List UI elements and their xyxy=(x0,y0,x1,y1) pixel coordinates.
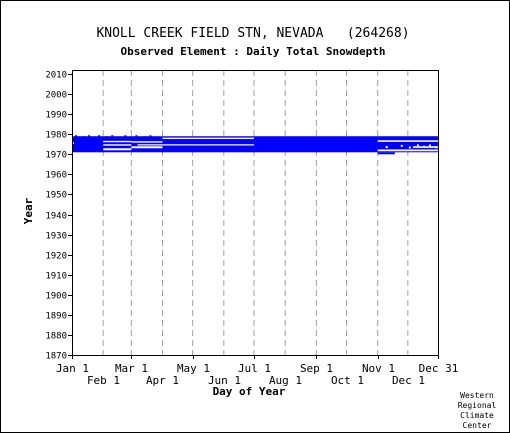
data-point xyxy=(88,135,91,138)
credit-line: Regional xyxy=(458,401,497,410)
x-tick-label: May 1 xyxy=(177,362,210,375)
missing-gap xyxy=(162,137,254,140)
x-tick-label: Dec 31 xyxy=(419,362,459,375)
data-point xyxy=(157,136,160,139)
data-point xyxy=(400,144,403,147)
x-tick-label: Feb 1 xyxy=(87,374,120,387)
x-tick-label: Apr 1 xyxy=(146,374,179,387)
data-point xyxy=(124,135,127,138)
missing-gap xyxy=(377,149,438,152)
data-point xyxy=(117,136,120,139)
data-point xyxy=(75,135,78,138)
x-axis-label: Day of Year xyxy=(213,385,286,398)
x-tick-label: Sep 1 xyxy=(300,362,333,375)
data-point xyxy=(149,135,152,138)
plot-border xyxy=(72,70,439,356)
credit-line: Climate xyxy=(460,411,494,420)
chart-subtitle: Observed Element : Daily Total Snowdepth xyxy=(121,45,386,58)
missing-gap xyxy=(103,140,132,143)
data-point xyxy=(135,135,138,138)
data-point xyxy=(408,146,411,149)
missing-gap xyxy=(131,141,163,143)
y-tick-label: 1990 xyxy=(45,111,67,121)
data-point xyxy=(83,136,86,139)
y-tick-label: 1980 xyxy=(45,131,67,141)
y-tick-label: 1880 xyxy=(45,332,67,342)
data-point xyxy=(93,136,96,139)
y-tick-label: 1910 xyxy=(45,272,67,282)
credit-line: Western xyxy=(460,391,494,400)
y-tick-label: 2000 xyxy=(45,91,67,101)
missing-gap xyxy=(412,146,438,148)
x-tick-label: Nov 1 xyxy=(362,362,395,375)
data-point xyxy=(422,145,425,148)
plot-area: 1870 1880 1890 1900 1910 1920 1930 1940 1950 1960… xyxy=(45,70,458,387)
missing-gap xyxy=(103,148,132,151)
missing-gap xyxy=(72,142,75,144)
missing-gap xyxy=(377,140,438,142)
data-point xyxy=(98,135,101,138)
y-tick-label: 1960 xyxy=(45,171,67,181)
y-tick-label: 1920 xyxy=(45,252,67,262)
data-point xyxy=(385,146,388,149)
y-tick-label: 1940 xyxy=(45,212,67,222)
y-axis-label: Year xyxy=(22,197,35,224)
missing-gap xyxy=(103,144,132,146)
y-tick-label: 2010 xyxy=(45,71,67,81)
data-point xyxy=(129,136,132,139)
y-tick-label: 1890 xyxy=(45,312,67,322)
x-tick-label: Jan 1 xyxy=(56,362,89,375)
data-point xyxy=(106,136,109,139)
y-tick-label: 1870 xyxy=(45,352,67,362)
data-point xyxy=(111,135,114,138)
x-tick-label: Jun 1 xyxy=(208,374,241,387)
x-tick-label: Mar 1 xyxy=(115,362,148,375)
y-tick-label: 1900 xyxy=(45,292,67,302)
y-tick-label: 1930 xyxy=(45,232,67,242)
y-tick-label: 1970 xyxy=(45,151,67,161)
data-point xyxy=(416,144,419,147)
x-tick-label: Aug 1 xyxy=(269,374,302,387)
x-tick-label: Jul 1 xyxy=(238,362,271,375)
data-point xyxy=(434,146,437,149)
missing-gap xyxy=(137,144,254,146)
x-tick-label: Oct 1 xyxy=(331,374,364,387)
y-tick-label: 1950 xyxy=(45,191,67,201)
credit-line: Center xyxy=(463,421,492,430)
chart-title: KNOLL CREEK FIELD STN, NEVADA (264268) xyxy=(96,26,409,41)
missing-gap xyxy=(131,146,163,149)
data-block xyxy=(72,136,438,153)
data-block xyxy=(377,152,395,155)
x-tick-label: Dec 1 xyxy=(392,374,425,387)
data-point xyxy=(143,136,146,139)
data-point xyxy=(428,144,431,147)
